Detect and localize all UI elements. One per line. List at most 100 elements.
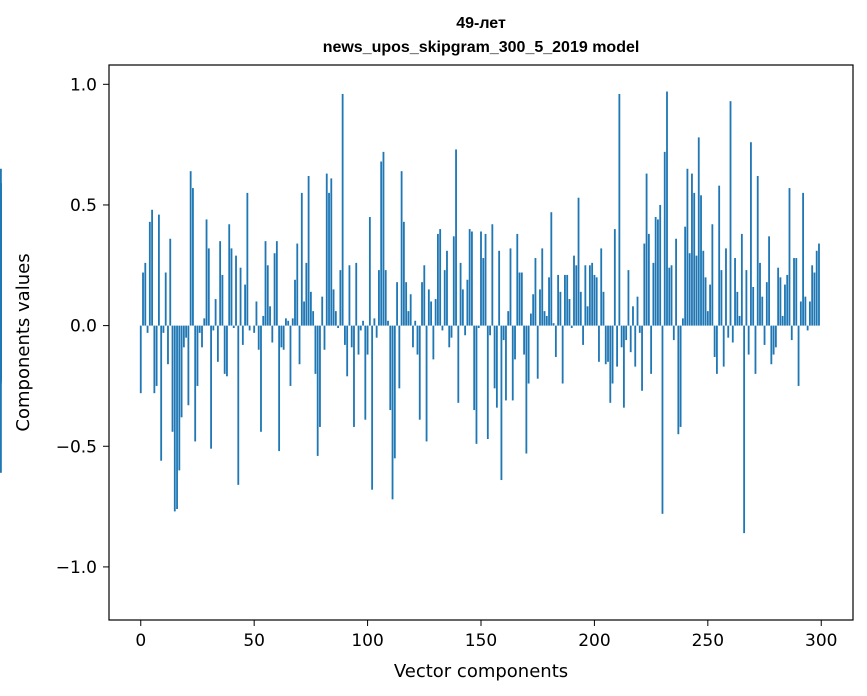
bar bbox=[525, 325, 528, 454]
bar bbox=[545, 315, 548, 326]
bar bbox=[446, 250, 448, 326]
bar bbox=[343, 325, 346, 345]
bar bbox=[255, 301, 258, 326]
bar bbox=[151, 209, 154, 326]
bar bbox=[613, 229, 616, 326]
bar bbox=[357, 325, 360, 355]
bar bbox=[715, 325, 718, 374]
bar bbox=[364, 325, 367, 420]
bar bbox=[269, 306, 271, 326]
bar bbox=[391, 325, 394, 500]
bar bbox=[371, 325, 374, 490]
bar bbox=[600, 248, 603, 326]
bar bbox=[239, 267, 242, 326]
chart-subtitle: news_upos_skipgram_300_5_2019 model bbox=[323, 39, 640, 56]
bar bbox=[226, 325, 228, 377]
bar bbox=[636, 296, 639, 326]
bar bbox=[609, 325, 612, 403]
bar bbox=[729, 101, 732, 326]
bar bbox=[257, 325, 260, 350]
bar bbox=[679, 325, 682, 427]
bar bbox=[588, 265, 591, 326]
bar bbox=[740, 233, 743, 326]
bar bbox=[770, 325, 773, 365]
bar bbox=[627, 270, 630, 326]
bar bbox=[713, 325, 716, 357]
bar bbox=[502, 325, 505, 341]
bar bbox=[754, 325, 757, 374]
bar bbox=[387, 320, 389, 326]
bar bbox=[373, 318, 376, 326]
bar bbox=[298, 325, 301, 365]
bar bbox=[591, 262, 594, 326]
bar bbox=[738, 315, 741, 326]
bar bbox=[192, 188, 194, 326]
bar bbox=[500, 325, 503, 481]
bar bbox=[452, 236, 455, 326]
bar bbox=[248, 325, 251, 331]
bar bbox=[203, 318, 206, 326]
bar bbox=[466, 279, 469, 326]
bar bbox=[148, 221, 151, 326]
bar bbox=[264, 241, 267, 326]
bar bbox=[396, 282, 398, 326]
bar bbox=[0, 325, 2, 370]
bar bbox=[142, 272, 144, 326]
bar bbox=[266, 265, 269, 326]
bar bbox=[312, 311, 315, 326]
bar bbox=[434, 299, 437, 326]
bar bbox=[221, 274, 224, 326]
bar bbox=[784, 284, 786, 326]
bar bbox=[734, 258, 736, 326]
bar bbox=[214, 299, 217, 326]
bar bbox=[725, 248, 727, 326]
bar bbox=[645, 173, 648, 326]
bar bbox=[468, 229, 471, 326]
bar bbox=[700, 195, 702, 326]
bar bbox=[423, 265, 426, 326]
bar bbox=[146, 325, 149, 333]
bar bbox=[153, 325, 156, 394]
bar bbox=[511, 325, 514, 401]
bar bbox=[319, 325, 321, 427]
bar bbox=[693, 192, 696, 326]
bar bbox=[529, 313, 532, 326]
bar bbox=[278, 325, 281, 452]
bar bbox=[482, 258, 485, 326]
bar bbox=[432, 325, 435, 360]
bar bbox=[341, 93, 344, 326]
bar bbox=[237, 325, 240, 485]
bar bbox=[582, 325, 584, 345]
bar bbox=[212, 325, 215, 331]
bar bbox=[287, 320, 290, 326]
bar bbox=[815, 250, 818, 326]
bar bbox=[743, 325, 746, 534]
bar bbox=[368, 217, 371, 326]
bar bbox=[489, 325, 491, 336]
bar bbox=[171, 325, 174, 432]
bar bbox=[634, 325, 637, 367]
bar bbox=[507, 311, 510, 326]
bar bbox=[666, 91, 668, 326]
bar bbox=[439, 229, 442, 326]
bar bbox=[380, 161, 383, 326]
bar bbox=[144, 262, 147, 326]
bar bbox=[564, 274, 566, 326]
bar bbox=[289, 325, 292, 386]
bar bbox=[559, 291, 562, 326]
bar bbox=[523, 325, 526, 355]
bar bbox=[346, 325, 349, 377]
bar bbox=[495, 325, 498, 408]
bar bbox=[779, 277, 782, 326]
bar bbox=[334, 311, 337, 326]
bar bbox=[536, 325, 539, 379]
bar bbox=[722, 325, 725, 367]
bar bbox=[389, 325, 392, 411]
bar bbox=[598, 325, 600, 362]
bar bbox=[393, 325, 396, 459]
bar bbox=[448, 325, 451, 348]
bar bbox=[498, 250, 501, 326]
bar bbox=[300, 192, 303, 326]
bar bbox=[339, 270, 342, 326]
